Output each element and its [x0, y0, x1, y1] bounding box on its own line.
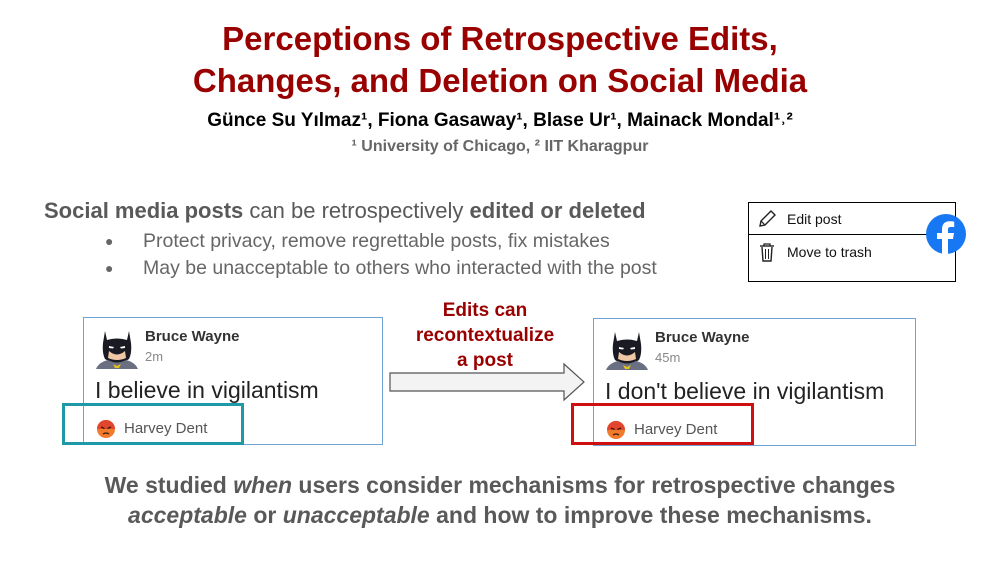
intro-bold-1: Social media posts — [44, 198, 244, 223]
post-card-before-edit: Bruce Wayne 2m I believe in vigilantism … — [83, 317, 383, 445]
conclusion-text: and how to improve these mechanisms. — [429, 502, 872, 528]
post-card-after-edit: Bruce Wayne 45m I don't believe in vigil… — [593, 318, 916, 446]
intro-text: can be retrospectively — [243, 198, 470, 223]
menu-item-label: Edit post — [787, 211, 842, 227]
post-text: I don't believe in vigilantism — [605, 378, 885, 404]
conclusion: We studied when users consider mechanism… — [0, 470, 1000, 530]
trash-icon — [760, 243, 774, 262]
arrow-caption-line: recontextualize — [415, 325, 555, 346]
conclusion-emphasis: acceptable — [128, 502, 247, 528]
post-author-name: Bruce Wayne — [655, 329, 750, 346]
angry-reaction-icon — [607, 421, 625, 439]
conclusion-line-2: acceptable or unacceptable and how to im… — [0, 500, 1000, 530]
conclusion-emphasis: when — [233, 472, 293, 498]
conclusion-line-1: We studied when users consider mechanism… — [0, 470, 1000, 500]
bullet-item: Protect privacy, remove regrettable post… — [105, 228, 745, 255]
bullet-item: May be unacceptable to others who intera… — [105, 255, 745, 282]
post-options-menu: Edit post Move to trash — [748, 202, 956, 282]
batman-avatar-icon — [96, 331, 138, 369]
conclusion-text: users consider mechanisms for retrospect… — [292, 472, 896, 498]
post-author-name: Bruce Wayne — [145, 328, 240, 345]
intro-statement: Social media posts can be retrospectivel… — [44, 198, 744, 224]
reaction-highlight-before — [62, 403, 244, 445]
intro-bullets: Protect privacy, remove regrettable post… — [105, 228, 745, 282]
post-text: I believe in vigilantism — [95, 377, 319, 403]
title-line-1: Perceptions of Retrospective Edits, — [222, 20, 778, 57]
arrow-caption-line: a post — [457, 350, 513, 371]
pencil-icon — [759, 210, 776, 227]
menu-item-move-to-trash[interactable]: Move to trash — [749, 236, 955, 268]
conclusion-text: or — [246, 502, 283, 528]
conclusion-emphasis: unacceptable — [282, 502, 430, 528]
slide-title: Perceptions of Retrospective Edits, Chan… — [0, 18, 1000, 102]
arrow-caption-line: Edits can — [442, 300, 528, 321]
conclusion-text: We studied — [104, 472, 234, 498]
affiliations: ¹ University of Chicago, ² IIT Kharagpur — [351, 138, 649, 155]
menu-item-label: Move to trash — [787, 244, 872, 260]
reaction-highlight-after — [571, 403, 754, 445]
title-line-2: Changes, and Deletion on Social Media — [192, 62, 808, 99]
authors: Günce Su Yılmaz¹, Fiona Gasaway¹, Blase … — [207, 110, 793, 131]
facebook-icon — [926, 214, 966, 254]
reactor-name[interactable]: Harvey Dent — [634, 421, 718, 438]
post-timestamp: 45m — [655, 350, 681, 365]
post-timestamp: 2m — [145, 349, 164, 364]
menu-item-edit-post[interactable]: Edit post — [749, 203, 955, 235]
intro-bold-2: edited or deleted — [469, 198, 646, 223]
reactor-name[interactable]: Harvey Dent — [124, 420, 208, 437]
right-arrow-icon — [389, 362, 585, 402]
batman-avatar-icon — [606, 332, 648, 370]
angry-reaction-icon — [97, 420, 115, 438]
arrow-caption: Edits can recontextualize a post — [395, 298, 575, 373]
